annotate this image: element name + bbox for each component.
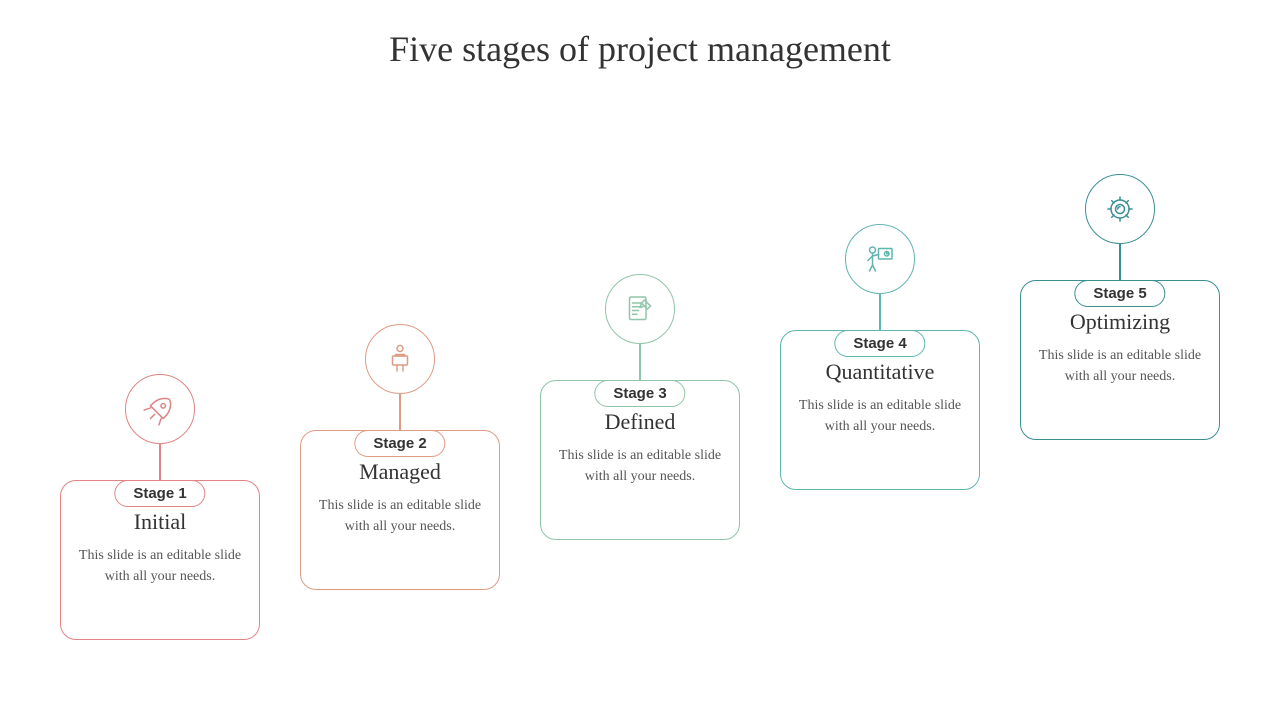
- stage-description: This slide is an editable slide with all…: [1037, 345, 1203, 387]
- stage-heading: Managed: [317, 459, 483, 485]
- document-icon: [605, 274, 675, 344]
- page-title: Five stages of project management: [0, 28, 1280, 70]
- stage-1: Stage 1 Initial This slide is an editabl…: [60, 374, 260, 640]
- stage-3: Stage 3 Defined This slide is an editabl…: [540, 274, 740, 540]
- stage-description: This slide is an editable slide with all…: [77, 545, 243, 587]
- stage-pill: Stage 1: [114, 480, 205, 507]
- stage-pill: Stage 4: [834, 330, 925, 357]
- stage-pill: Stage 3: [594, 380, 685, 407]
- presenter-icon: [845, 224, 915, 294]
- rocket-icon: [125, 374, 195, 444]
- stage-description: This slide is an editable slide with all…: [797, 395, 963, 437]
- stage-heading: Initial: [77, 509, 243, 535]
- stage-pill: Stage 2: [354, 430, 445, 457]
- stage-pill: Stage 5: [1074, 280, 1165, 307]
- stage-heading: Optimizing: [1037, 309, 1203, 335]
- gear-icon: [1085, 174, 1155, 244]
- stage-4: Stage 4 Quantitative This slide is an ed…: [780, 224, 980, 490]
- stage-description: This slide is an editable slide with all…: [557, 445, 723, 487]
- stage-description: This slide is an editable slide with all…: [317, 495, 483, 537]
- podium-icon: [365, 324, 435, 394]
- stage-5: Stage 5 Optimizing This slide is an edit…: [1020, 174, 1220, 440]
- stage-2: Stage 2 Managed This slide is an editabl…: [300, 324, 500, 590]
- stage-heading: Quantitative: [797, 359, 963, 385]
- stage-heading: Defined: [557, 409, 723, 435]
